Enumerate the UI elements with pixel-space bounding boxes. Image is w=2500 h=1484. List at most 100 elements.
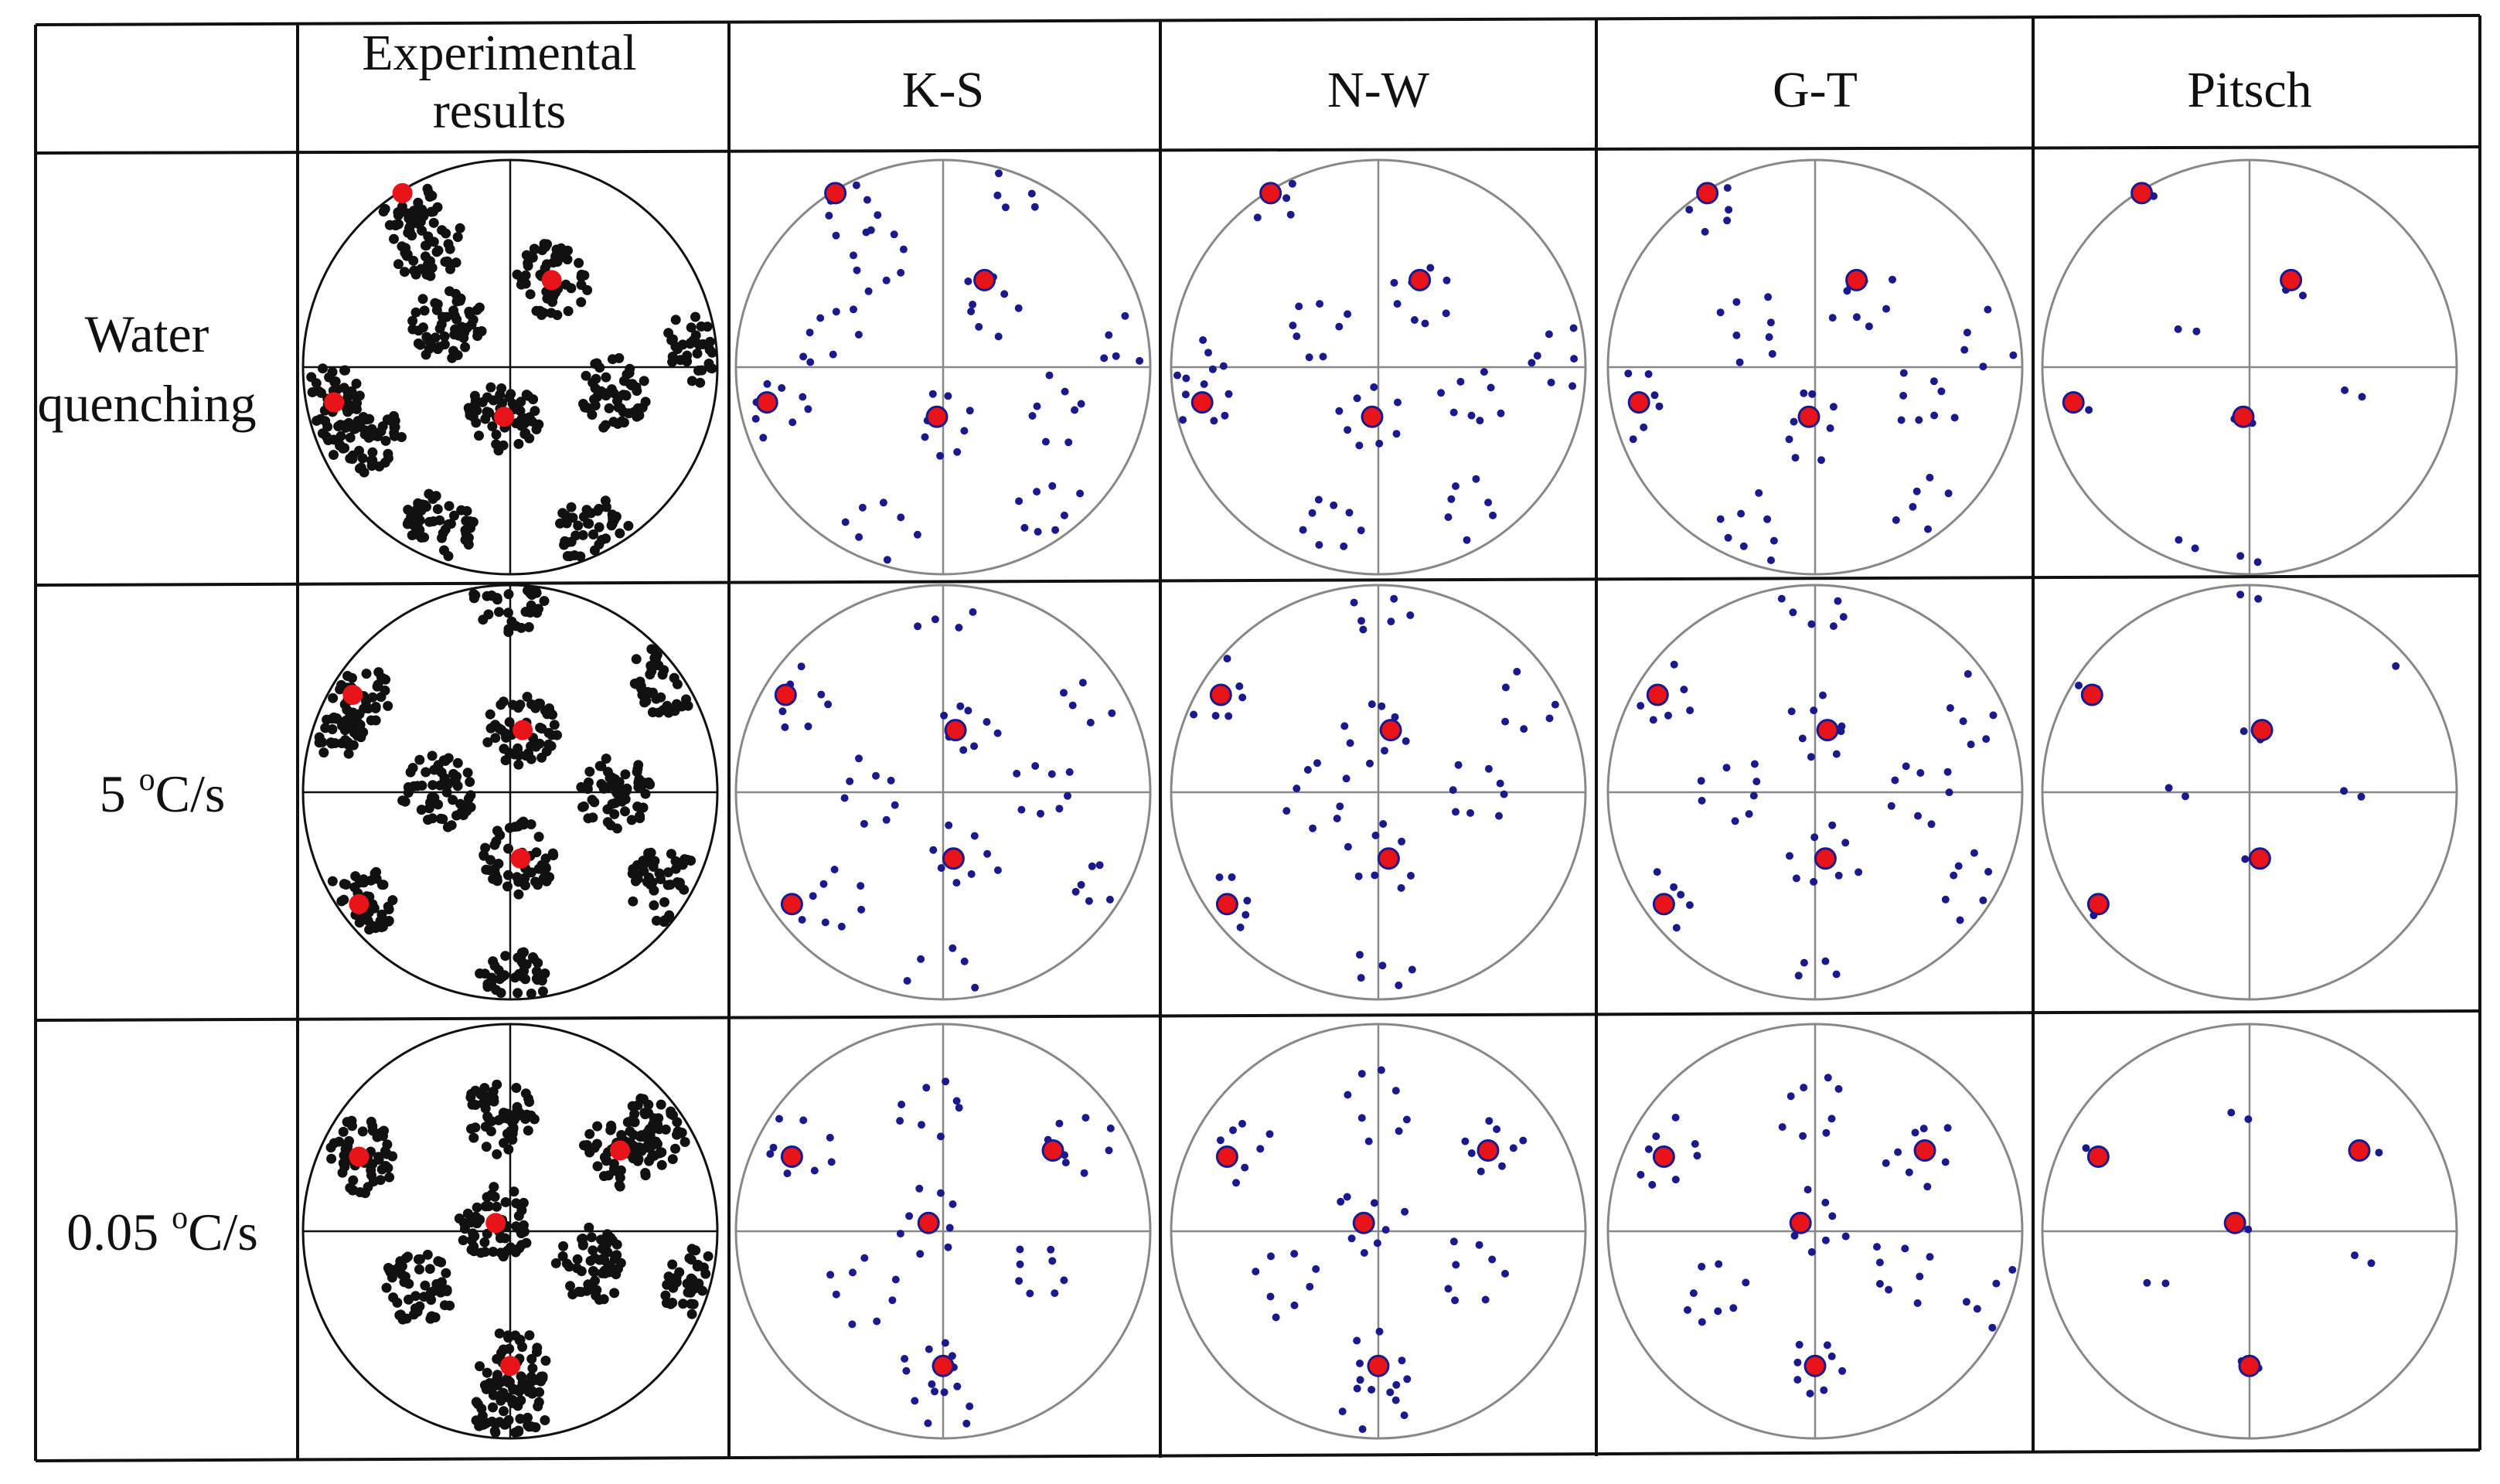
experimental-point	[543, 739, 554, 750]
experimental-point	[414, 754, 425, 765]
model-point	[1498, 1162, 1506, 1170]
experimental-point	[480, 1247, 491, 1258]
model-point	[1891, 776, 1899, 785]
experimental-point	[461, 516, 472, 526]
model-point	[1337, 1197, 1345, 1206]
highlight-pole	[494, 407, 514, 427]
model-point	[952, 879, 961, 887]
experimental-point	[482, 1228, 492, 1239]
experimental-point	[478, 1098, 489, 1109]
model-point	[1819, 691, 1827, 699]
highlight-pole	[1209, 683, 1232, 706]
experimental-point	[427, 813, 438, 824]
experimental-point	[495, 974, 505, 985]
model-point	[1215, 873, 1224, 881]
experimental-point	[344, 1135, 354, 1146]
model-point	[1048, 1257, 1057, 1265]
experimental-point	[594, 539, 605, 550]
highlight-pole	[774, 683, 797, 706]
model-point	[1238, 693, 1247, 702]
experimental-point	[525, 289, 536, 300]
model-point	[1834, 1084, 1843, 1093]
experimental-point	[594, 522, 605, 533]
experimental-point	[339, 1162, 350, 1173]
model-point	[959, 746, 968, 754]
experimental-point	[375, 916, 386, 926]
model-point	[1306, 1282, 1314, 1291]
model-point	[1266, 1292, 1275, 1301]
model-point	[1426, 264, 1435, 272]
model-point	[1764, 293, 1773, 301]
model-point	[2375, 1149, 2383, 1157]
model-point	[1340, 542, 1348, 550]
model-point	[1452, 1261, 1460, 1269]
model-point	[1959, 717, 1967, 726]
experimental-point	[424, 1264, 435, 1275]
model-point	[1410, 316, 1419, 324]
experimental-point	[323, 435, 334, 445]
model-point	[1650, 391, 1659, 400]
model-point	[928, 390, 937, 398]
experimental-point	[670, 315, 681, 325]
experimental-point	[330, 376, 341, 387]
grid-bottom-border	[35, 1448, 2481, 1462]
model-point	[1737, 509, 1746, 518]
model-point	[967, 870, 976, 878]
model-point	[1041, 437, 1050, 446]
model-point	[1286, 210, 1295, 219]
model-point	[1371, 871, 1379, 880]
model-point	[1017, 805, 1026, 814]
model-point	[983, 849, 992, 858]
model-point	[1501, 683, 1510, 692]
experimental-point	[380, 1145, 390, 1156]
model-point	[1313, 759, 1321, 768]
experimental-point	[656, 1099, 666, 1110]
model-point	[810, 1166, 819, 1175]
model-point	[1821, 1236, 1830, 1244]
experimental-point	[533, 863, 544, 874]
model-point	[1865, 322, 1873, 331]
model-point	[864, 287, 873, 295]
model-point	[1924, 525, 1932, 533]
experimental-point	[452, 757, 463, 768]
experimental-point	[380, 685, 390, 696]
experimental-point	[432, 344, 443, 355]
experimental-point	[394, 1261, 405, 1271]
model-point	[853, 266, 861, 274]
experimental-point	[450, 775, 461, 786]
experimental-point	[526, 1110, 536, 1121]
experimental-point	[494, 1417, 505, 1428]
grid-header-rule	[35, 145, 2481, 155]
experimental-point	[410, 1291, 421, 1302]
experimental-point	[702, 322, 713, 332]
experimental-point	[611, 1250, 622, 1261]
experimental-point	[506, 389, 516, 400]
experimental-point	[571, 530, 581, 541]
experimental-point	[454, 1213, 465, 1224]
highlight-pole	[1652, 893, 1675, 916]
experimental-point	[516, 818, 527, 829]
experimental-point	[404, 222, 415, 233]
model-point	[1290, 1250, 1299, 1258]
experimental-point	[598, 1294, 609, 1305]
model-point	[1345, 509, 1354, 517]
experimental-point	[686, 322, 697, 333]
experimental-point	[514, 968, 524, 979]
model-point	[1889, 275, 1896, 284]
experimental-point	[675, 355, 686, 366]
model-point	[949, 1200, 957, 1208]
experimental-point	[437, 311, 448, 322]
model-point	[1400, 1411, 1408, 1420]
model-point	[1030, 203, 1039, 211]
model-point	[1060, 1276, 1068, 1285]
model-point	[1378, 962, 1387, 970]
experimental-point	[519, 880, 530, 890]
model-point	[1402, 737, 1410, 745]
pole-figure-r005-nw	[1170, 1023, 1587, 1440]
experimental-point	[546, 308, 557, 318]
model-point	[1015, 1277, 1024, 1285]
model-point	[993, 191, 1002, 199]
model-point	[1366, 759, 1374, 768]
model-point	[1875, 1280, 1884, 1288]
experimental-point	[475, 1361, 485, 1372]
